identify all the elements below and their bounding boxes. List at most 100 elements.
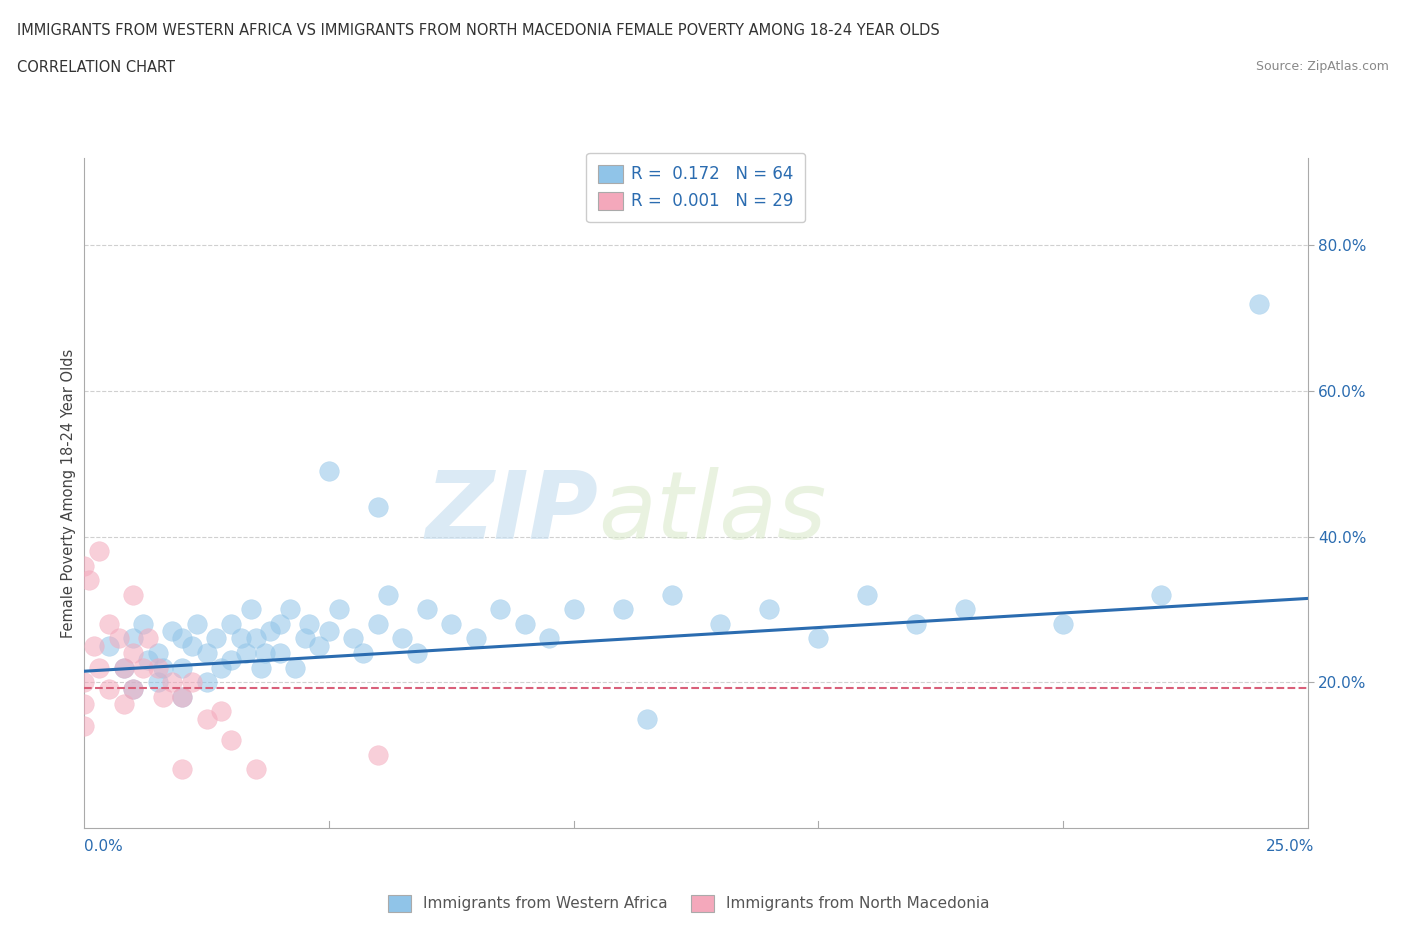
Point bbox=[318, 624, 340, 639]
Point bbox=[636, 711, 658, 726]
Point bbox=[464, 631, 486, 646]
Point bbox=[112, 660, 135, 675]
Point bbox=[146, 645, 169, 660]
Point bbox=[132, 617, 155, 631]
Point bbox=[856, 588, 879, 603]
Point bbox=[152, 660, 174, 675]
Text: Source: ZipAtlas.com: Source: ZipAtlas.com bbox=[1256, 60, 1389, 73]
Point bbox=[1052, 617, 1074, 631]
Point bbox=[122, 588, 145, 603]
Point bbox=[377, 588, 399, 603]
Point bbox=[97, 682, 120, 697]
Point bbox=[132, 660, 155, 675]
Point bbox=[181, 674, 204, 689]
Point bbox=[416, 602, 439, 617]
Point bbox=[205, 631, 228, 646]
Point bbox=[186, 617, 208, 631]
Point bbox=[284, 660, 307, 675]
Point bbox=[391, 631, 413, 646]
Point bbox=[229, 631, 252, 646]
Point bbox=[107, 631, 129, 646]
Point bbox=[162, 674, 184, 689]
Point bbox=[661, 588, 683, 603]
Point bbox=[172, 689, 194, 704]
Point bbox=[122, 645, 145, 660]
Point bbox=[249, 660, 271, 675]
Point bbox=[136, 653, 159, 668]
Point bbox=[269, 645, 291, 660]
Point bbox=[73, 718, 96, 733]
Point bbox=[146, 660, 169, 675]
Point bbox=[328, 602, 350, 617]
Point bbox=[195, 711, 218, 726]
Point bbox=[538, 631, 561, 646]
Point bbox=[807, 631, 830, 646]
Point bbox=[195, 645, 218, 660]
Point bbox=[162, 624, 184, 639]
Point bbox=[181, 638, 204, 653]
Point bbox=[122, 631, 145, 646]
Point bbox=[209, 704, 232, 719]
Legend: Immigrants from Western Africa, Immigrants from North Macedonia: Immigrants from Western Africa, Immigran… bbox=[382, 889, 995, 918]
Point bbox=[513, 617, 536, 631]
Point bbox=[219, 617, 242, 631]
Point bbox=[77, 573, 100, 588]
Point bbox=[152, 689, 174, 704]
Point bbox=[352, 645, 374, 660]
Point bbox=[172, 689, 194, 704]
Point bbox=[245, 631, 267, 646]
Point bbox=[298, 617, 321, 631]
Point bbox=[87, 660, 110, 675]
Point bbox=[254, 645, 277, 660]
Point bbox=[219, 653, 242, 668]
Point bbox=[73, 558, 96, 573]
Point bbox=[172, 660, 194, 675]
Point bbox=[87, 544, 110, 559]
Point bbox=[367, 500, 389, 515]
Point bbox=[953, 602, 976, 617]
Text: atlas: atlas bbox=[598, 468, 827, 559]
Point bbox=[73, 697, 96, 711]
Point bbox=[489, 602, 512, 617]
Point bbox=[367, 748, 389, 763]
Point bbox=[83, 638, 105, 653]
Text: CORRELATION CHART: CORRELATION CHART bbox=[17, 60, 174, 75]
Point bbox=[269, 617, 291, 631]
Text: IMMIGRANTS FROM WESTERN AFRICA VS IMMIGRANTS FROM NORTH MACEDONIA FEMALE POVERTY: IMMIGRANTS FROM WESTERN AFRICA VS IMMIGR… bbox=[17, 23, 939, 38]
Point bbox=[245, 762, 267, 777]
Point bbox=[239, 602, 262, 617]
Point bbox=[73, 674, 96, 689]
Text: ZIP: ZIP bbox=[425, 467, 598, 559]
Point bbox=[97, 638, 120, 653]
Point bbox=[1150, 588, 1173, 603]
Legend: R =  0.172   N = 64, R =  0.001   N = 29: R = 0.172 N = 64, R = 0.001 N = 29 bbox=[586, 153, 806, 222]
Point bbox=[612, 602, 634, 617]
Point bbox=[122, 682, 145, 697]
Point bbox=[278, 602, 301, 617]
Point bbox=[172, 631, 194, 646]
Point bbox=[709, 617, 731, 631]
Point bbox=[562, 602, 585, 617]
Point bbox=[235, 645, 257, 660]
Point bbox=[406, 645, 429, 660]
Point bbox=[905, 617, 928, 631]
Point bbox=[195, 674, 218, 689]
Point bbox=[209, 660, 232, 675]
Point bbox=[146, 674, 169, 689]
Point bbox=[1247, 297, 1270, 312]
Point bbox=[97, 617, 120, 631]
Point bbox=[318, 464, 340, 479]
Text: 25.0%: 25.0% bbox=[1267, 839, 1315, 854]
Point bbox=[367, 617, 389, 631]
Text: 0.0%: 0.0% bbox=[84, 839, 124, 854]
Point bbox=[136, 631, 159, 646]
Point bbox=[112, 660, 135, 675]
Point bbox=[259, 624, 281, 639]
Point bbox=[440, 617, 463, 631]
Point bbox=[172, 762, 194, 777]
Point bbox=[112, 697, 135, 711]
Point bbox=[342, 631, 364, 646]
Point bbox=[308, 638, 330, 653]
Point bbox=[758, 602, 780, 617]
Y-axis label: Female Poverty Among 18-24 Year Olds: Female Poverty Among 18-24 Year Olds bbox=[60, 348, 76, 638]
